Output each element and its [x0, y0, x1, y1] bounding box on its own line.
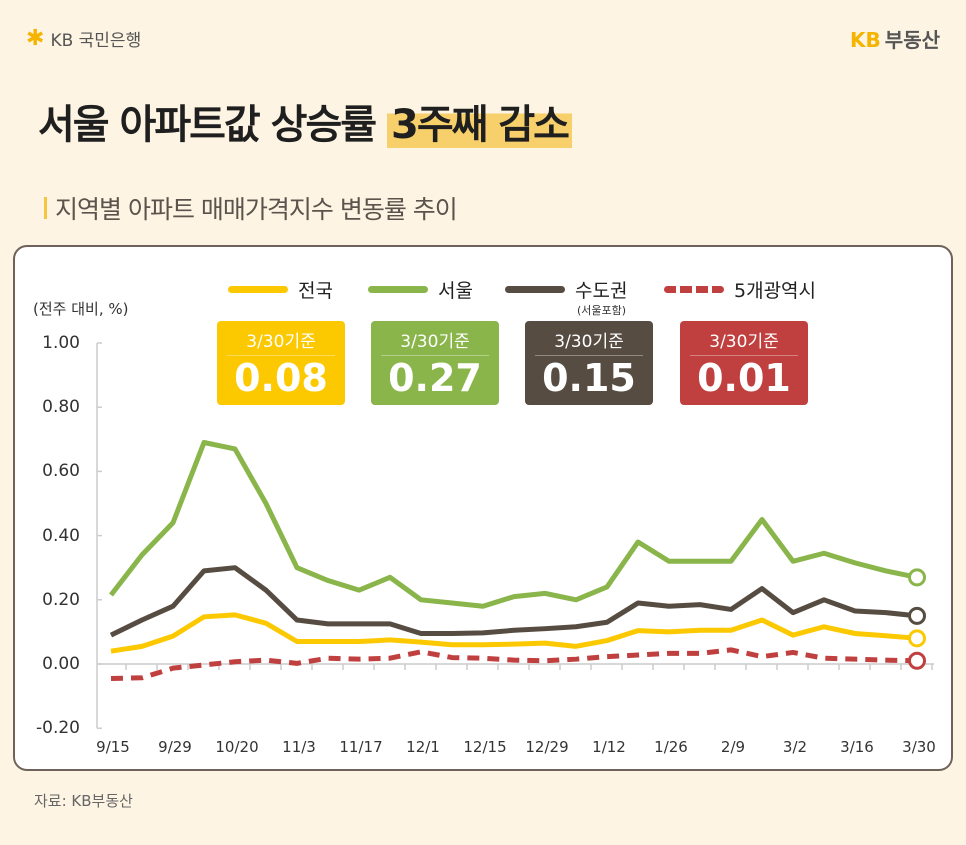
legend-dashed-line-icon [664, 286, 724, 293]
kb-kookmin-bank-logo: ✱ KB 국민은행 [26, 26, 141, 51]
title-main: 서울 아파트값 상승률 [38, 102, 377, 148]
subtitle-accent-bar [44, 197, 47, 219]
x-tick-label: 3/30 [902, 738, 936, 756]
x-tick-label: 9/29 [158, 738, 192, 756]
series-line-수도권 [109, 565, 918, 638]
badge-value: 0.01 [697, 356, 791, 400]
subtitle-text: 지역별 아파트 매매가격지수 변동률 추이 [55, 195, 458, 224]
badge-value: 0.15 [542, 356, 636, 400]
x-tick-label: 3/16 [840, 738, 874, 756]
x-tick-label: 3/2 [782, 738, 808, 756]
page-title: 서울 아파트값 상승률 3주째 감소 [38, 92, 572, 150]
y-tick-label: 0.40 [42, 525, 80, 546]
series-line-전국 [110, 612, 918, 654]
legend-line-icon [505, 286, 565, 293]
y-tick-label: 0.80 [42, 397, 80, 418]
title-highlight: 3주째 감소 [387, 102, 572, 148]
badge-label: 3/30기준 [690, 327, 798, 356]
x-tick-label: 1/26 [654, 738, 688, 756]
y-tick-label: 1.00 [42, 333, 80, 353]
legend-seoul: 서울 [368, 276, 473, 303]
y-tick-label: 0.60 [42, 461, 80, 482]
badge-seoul: 3/30기준 0.27 [371, 321, 499, 405]
badge-national: 3/30기준 0.08 [217, 321, 345, 405]
x-tick-label: 9/15 [96, 738, 130, 756]
legend-label: 서울 [438, 280, 473, 302]
y-tick-label: 0.00 [42, 654, 80, 674]
legend-label: 전국 [298, 280, 333, 302]
end-point-marker-5개광역시 [908, 651, 926, 670]
bank-logo-text: KB 국민은행 [50, 31, 142, 51]
badge-label: 3/30기준 [227, 327, 335, 356]
badge-value: 0.08 [234, 356, 328, 400]
brand-name: 부동산 [884, 28, 940, 52]
series-line-5개광역시 [110, 647, 918, 681]
x-tick-label: 12/15 [463, 738, 507, 756]
kb-star-icon: ✱ [26, 26, 45, 51]
x-tick-label: 12/29 [525, 738, 569, 756]
kb-real-estate-logo: KB 부동산 [850, 24, 940, 53]
y-tick-label: -0.20 [36, 718, 80, 739]
x-tick-label: 11/3 [282, 738, 316, 756]
legend-national: 전국 [228, 276, 333, 303]
chart-subtitle: 지역별 아파트 매매가격지수 변동률 추이 [44, 190, 458, 226]
x-tick-label: 11/17 [339, 738, 383, 756]
legend-five-metros: 5개광역시 [664, 276, 816, 303]
badge-label: 3/30기준 [535, 327, 643, 356]
end-point-marker-서울 [908, 568, 926, 587]
legend-label: 5개광역시 [734, 280, 817, 302]
end-point-marker-수도권 [908, 606, 926, 625]
source-note: 자료: KB부동산 [34, 792, 133, 810]
series-line-서울 [109, 440, 918, 609]
badge-five-metros: 3/30기준 0.01 [680, 321, 808, 405]
end-point-marker-전국 [908, 629, 926, 648]
badge-value: 0.27 [388, 356, 482, 400]
legend-label: 수도권 [575, 280, 628, 302]
x-tick-label: 2/9 [720, 738, 746, 756]
x-tick-label: 1/12 [592, 738, 626, 756]
legend-line-icon [368, 286, 428, 293]
brand-kb: KB [850, 28, 881, 52]
legend-line-icon [228, 286, 288, 293]
y-tick-label: 0.20 [42, 589, 80, 610]
x-tick-label: 10/20 [215, 738, 259, 756]
x-tick-label: 12/1 [406, 738, 440, 756]
badge-label: 3/30기준 [381, 327, 489, 356]
badge-capital-area: 3/30기준 0.15 [525, 321, 653, 405]
legend-sub-label: (서울포함) [577, 304, 627, 317]
legend-capital-area: 수도권 [505, 276, 627, 303]
y-axis-unit-label: (전주 대비, %) [33, 300, 129, 318]
